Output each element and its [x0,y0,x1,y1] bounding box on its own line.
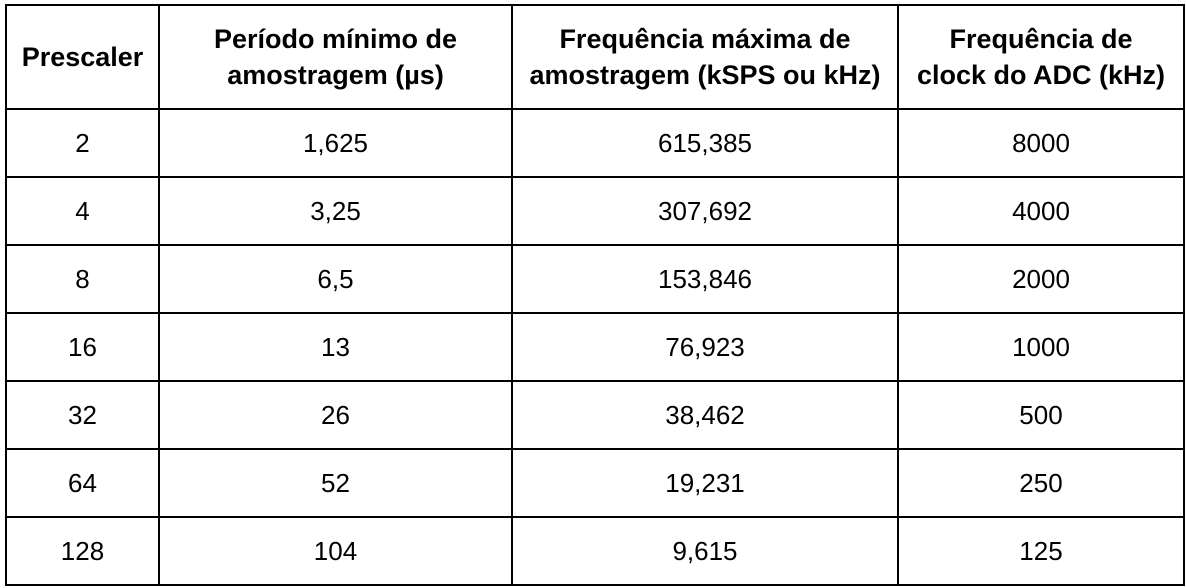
cell-prescaler: 2 [5,108,160,178]
header-min-sampling-period-line-1: Período mínimo de [213,24,458,54]
header-adc-clock-frequency-line-1: Frequência de [949,24,1133,54]
cell-max-frequency: 307,692 [511,176,899,246]
cell-min-period: 1,625 [158,108,513,178]
cell-adc-clock: 125 [897,516,1185,586]
table-row: 64 52 19,231 250 [5,448,1185,518]
table-row: 16 13 76,923 1000 [5,312,1185,382]
header-min-sampling-period-line-2: amostragem (µs) [227,60,444,90]
cell-adc-clock: 2000 [897,244,1185,314]
header-max-sampling-frequency: Frequência máxima de amostragem (kSPS ou… [511,4,899,110]
cell-adc-clock: 1000 [897,312,1185,382]
table-row: 2 1,625 615,385 8000 [5,108,1185,178]
cell-prescaler: 64 [5,448,160,518]
header-prescaler-line-1: Prescaler [21,42,144,72]
table-row: 32 26 38,462 500 [5,380,1185,450]
header-adc-clock-frequency-line-2: clock do ADC (kHz) [916,60,1166,90]
cell-max-frequency: 9,615 [511,516,899,586]
cell-adc-clock: 8000 [897,108,1185,178]
cell-max-frequency: 76,923 [511,312,899,382]
cell-prescaler: 32 [5,380,160,450]
table-row: 128 104 9,615 125 [5,516,1185,586]
cell-max-frequency: 153,846 [511,244,899,314]
cell-adc-clock: 250 [897,448,1185,518]
cell-prescaler: 4 [5,176,160,246]
header-max-sampling-frequency-line-2: amostragem (kSPS ou kHz) [529,60,881,90]
cell-min-period: 6,5 [158,244,513,314]
cell-adc-clock: 4000 [897,176,1185,246]
cell-min-period: 52 [158,448,513,518]
header-max-sampling-frequency-line-1: Frequência máxima de [559,24,851,54]
table-header-row: Prescaler Período mínimo de amostragem (… [5,4,1185,110]
cell-max-frequency: 19,231 [511,448,899,518]
prescaler-table: Prescaler Período mínimo de amostragem (… [5,4,1185,586]
cell-min-period: 104 [158,516,513,586]
cell-min-period: 3,25 [158,176,513,246]
cell-min-period: 26 [158,380,513,450]
cell-max-frequency: 615,385 [511,108,899,178]
cell-prescaler: 128 [5,516,160,586]
header-min-sampling-period: Período mínimo de amostragem (µs) [158,4,513,110]
cell-max-frequency: 38,462 [511,380,899,450]
cell-min-period: 13 [158,312,513,382]
table-row: 8 6,5 153,846 2000 [5,244,1185,314]
cell-prescaler: 8 [5,244,160,314]
header-prescaler: Prescaler [5,4,160,110]
header-adc-clock-frequency: Frequência de clock do ADC (kHz) [897,4,1185,110]
cell-prescaler: 16 [5,312,160,382]
cell-adc-clock: 500 [897,380,1185,450]
table-row: 4 3,25 307,692 4000 [5,176,1185,246]
